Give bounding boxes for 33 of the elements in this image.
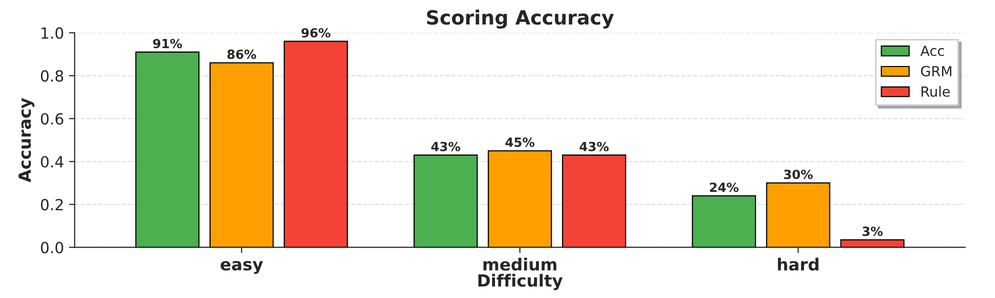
bar [766,182,830,248]
y-tick-label: 1.0 [42,27,64,39]
data-label: 24% [710,182,739,192]
bar [562,154,626,248]
data-label: 43% [580,142,609,152]
data-label: 45% [505,138,534,147]
y-tick-label: 0.0 [40,242,64,254]
y-tick-label: 0.6 [40,113,64,125]
bar [414,154,478,248]
x-axis-title: Difficulty [478,274,563,290]
data-label: 86% [227,50,256,60]
bar [840,239,904,248]
x-tick-label: easy [220,260,263,274]
y-tick-label: 0.4 [40,156,64,168]
bar [284,40,348,248]
data-label: 91% [153,38,182,48]
x-tick-label: medium [483,258,556,271]
data-label: 30% [784,170,813,180]
bar [692,195,756,248]
chart-title: Scoring Accuracy [427,10,614,29]
y-tick-label: 0.8 [40,70,64,82]
data-label: 43% [431,142,460,152]
bar [135,52,200,248]
bar [488,150,552,248]
bar [210,62,274,248]
legend-label: Rule [922,86,950,97]
data-label: 96% [301,28,330,38]
legend-label: GRM [921,66,952,76]
y-axis-title: Accuracy [18,98,34,182]
x-tick-label: hard [778,258,818,271]
legend-label: Acc [920,46,944,56]
data-label: 3% [862,226,883,236]
y-tick-label: 0.2 [40,198,63,210]
